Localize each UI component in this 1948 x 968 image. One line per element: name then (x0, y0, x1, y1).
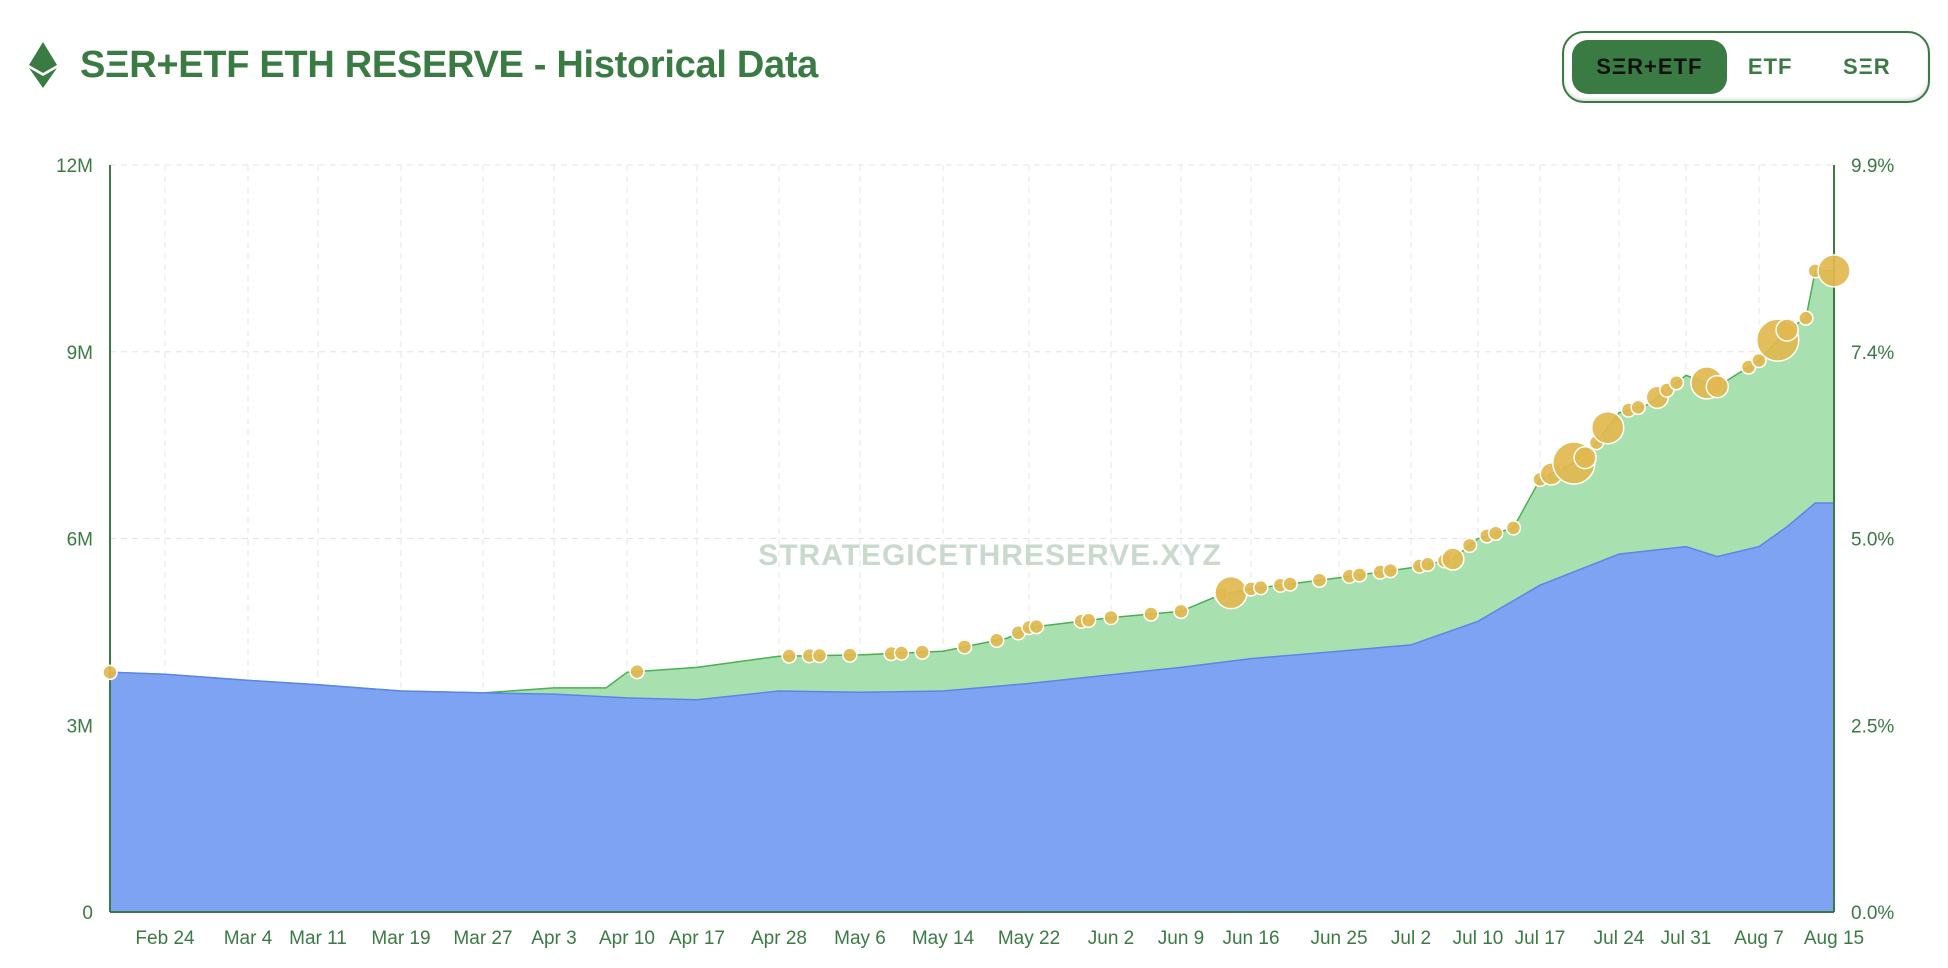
x-tick-label: Jul 17 (1515, 928, 1566, 949)
purchase-dot (1817, 254, 1851, 288)
purchase-dot (989, 632, 1005, 649)
toggle-ser-etf[interactable]: SΞR+ETF (1572, 40, 1727, 94)
purchase-dot (1668, 374, 1685, 391)
x-tick-label: Jul 10 (1453, 928, 1504, 949)
purchase-dot (1798, 310, 1814, 326)
etf-line (109, 502, 1834, 701)
purchase-dot (956, 639, 973, 655)
x-tick-label: Apr 17 (669, 928, 725, 949)
etf-area (110, 503, 1834, 912)
purchase-dot (1382, 562, 1399, 579)
x-tick-label: May 6 (834, 928, 886, 949)
x-tick-label: Mar 27 (453, 928, 512, 949)
x-tick-label: Apr 10 (599, 928, 655, 949)
x-tick-label: Jul 31 (1661, 928, 1712, 949)
purchase-dot (781, 648, 797, 664)
purchase-dot (1143, 606, 1159, 622)
y-right-tick-label: 9.9% (1851, 156, 1894, 177)
x-tick-label: Mar 11 (289, 928, 347, 949)
purchase-dot (1351, 567, 1368, 583)
y-left-tick-label: 0 (82, 903, 93, 924)
y-right-tick-label: 2.5% (1851, 716, 1894, 737)
purchase-dot (1573, 445, 1597, 470)
ethereum-icon (29, 42, 57, 88)
purchase-dot (1461, 537, 1478, 554)
y-left-tick-label: 6M (67, 530, 93, 551)
purchase-dot (102, 664, 118, 681)
x-tick-label: Mar 19 (371, 928, 430, 949)
purchase-dot (1487, 525, 1504, 541)
watermark: STRATEGICETHRESERVE.XYZ (758, 539, 1222, 572)
x-tick-label: May 22 (998, 928, 1060, 949)
purchase-dot (1630, 399, 1646, 416)
purchase-dot (1214, 575, 1248, 610)
purchase-dot (1505, 520, 1522, 536)
purchase-dot (1311, 572, 1328, 588)
purchase-dot (1441, 547, 1465, 571)
x-tick-label: Jun 16 (1222, 928, 1279, 949)
x-tick-label: Jun 2 (1088, 928, 1134, 949)
purchase-dot (811, 647, 828, 664)
x-tick-label: Jun 25 (1310, 928, 1367, 949)
purchase-dot (1173, 603, 1189, 620)
y-right-tick-label: 7.4% (1851, 343, 1894, 364)
toggle-etf[interactable]: ETF (1747, 54, 1793, 79)
purchase-dot (893, 645, 910, 661)
page-title: SΞR+ETF ETH RESERVE - Historical Data (80, 43, 819, 86)
dataset-toggle: SΞR+ETF ETF SΞR (1562, 31, 1930, 103)
y-left-tick-label: 3M (67, 716, 93, 737)
x-tick-label: Aug 7 (1734, 928, 1784, 949)
y-right-tick-label: 5.0% (1851, 530, 1894, 551)
purchase-dot (1775, 318, 1799, 342)
y-left-tick-label: 12M (56, 156, 93, 177)
purchase-dot (629, 663, 645, 680)
header: SΞR+ETF ETH RESERVE - Historical Data (28, 42, 818, 88)
x-tick-label: Jul 24 (1594, 928, 1645, 949)
purchase-dot (1103, 609, 1119, 626)
y-left-tick-label: 9M (67, 343, 93, 364)
purchase-dot (1028, 618, 1045, 635)
x-tick-label: Mar 4 (224, 928, 273, 949)
x-tick-label: May 14 (912, 928, 975, 949)
purchase-dot (1282, 576, 1298, 592)
purchase-dot (1080, 612, 1097, 629)
toggle-ser[interactable]: SΞR (1842, 54, 1891, 79)
purchase-dot (1253, 579, 1269, 596)
x-tick-label: Apr 28 (751, 928, 807, 949)
y-right-tick-label: 0.0% (1851, 903, 1894, 924)
x-tick-label: Apr 3 (531, 928, 576, 949)
purchase-dot (1590, 410, 1625, 445)
x-tick-label: Aug 15 (1804, 928, 1864, 949)
purchase-dot (914, 644, 930, 660)
x-tick-label: Jul 2 (1391, 928, 1431, 949)
x-tick-label: Jun 9 (1158, 928, 1204, 949)
purchase-dot (842, 647, 858, 663)
purchase-dot (1751, 352, 1767, 369)
purchase-dot (1420, 556, 1436, 573)
x-tick-label: Feb 24 (135, 928, 195, 949)
purchase-dot (1705, 374, 1730, 399)
